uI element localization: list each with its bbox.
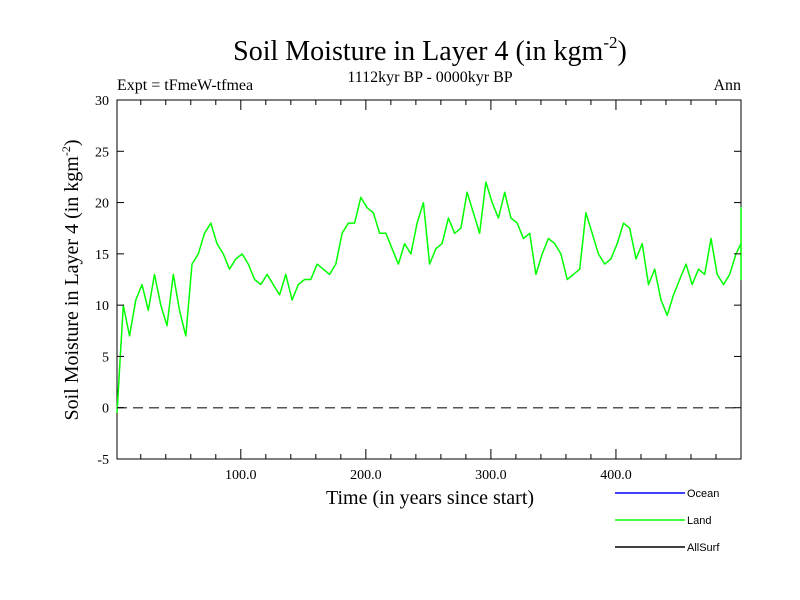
x-axis-label: Time (in years since start)	[326, 487, 534, 509]
chart-title-close: )	[618, 36, 627, 67]
season-label: Ann	[713, 77, 741, 94]
y-tick-label: 10	[95, 299, 109, 314]
y-tick-label: 20	[95, 197, 109, 212]
y-tick-label: 25	[95, 145, 109, 160]
y-tick-label: 30	[95, 94, 109, 109]
experiment-label: Expt = tFmeW-tfmea	[117, 77, 253, 94]
legend-label-land: Land	[687, 515, 711, 527]
y-tick-label: -5	[97, 453, 109, 468]
y-tick-label: 5	[102, 350, 109, 365]
y-tick-label: 0	[102, 402, 109, 417]
chart-title-superscript: -2	[603, 33, 617, 52]
legend: Ocean Land AllSurf	[615, 488, 720, 554]
y-tick-label: 15	[95, 248, 109, 263]
land-series-line	[116, 181, 742, 413]
y-axis-label: Soil Moisture in Layer 4 (in kgm-2)	[59, 139, 83, 420]
chart-title-main: Soil Moisture in Layer 4 (in kgm	[233, 36, 603, 67]
x-tick-label: 200.0	[350, 468, 382, 483]
y-axis-label-close: )	[61, 139, 83, 146]
y-axis-label-main: Soil Moisture in Layer 4 (in kgm	[61, 156, 83, 421]
legend-label-ocean: Ocean	[687, 488, 719, 500]
x-axis-ticks: 100.0 200.0 300.0 400.0	[140, 100, 717, 483]
x-tick-label: 100.0	[225, 468, 257, 483]
y-axis-label-superscript: -2	[59, 146, 73, 156]
x-tick-label: 400.0	[600, 468, 632, 483]
y-axis-ticks: -5 0 5 10 15 20 25 30	[95, 94, 741, 468]
legend-label-allsurf: AllSurf	[687, 542, 720, 554]
x-tick-label: 300.0	[475, 468, 507, 483]
time-range-label: 1112kyr BP - 0000kyr BP	[347, 69, 512, 86]
chart-title: Soil Moisture in Layer 4 (in kgm-2)	[233, 33, 627, 67]
